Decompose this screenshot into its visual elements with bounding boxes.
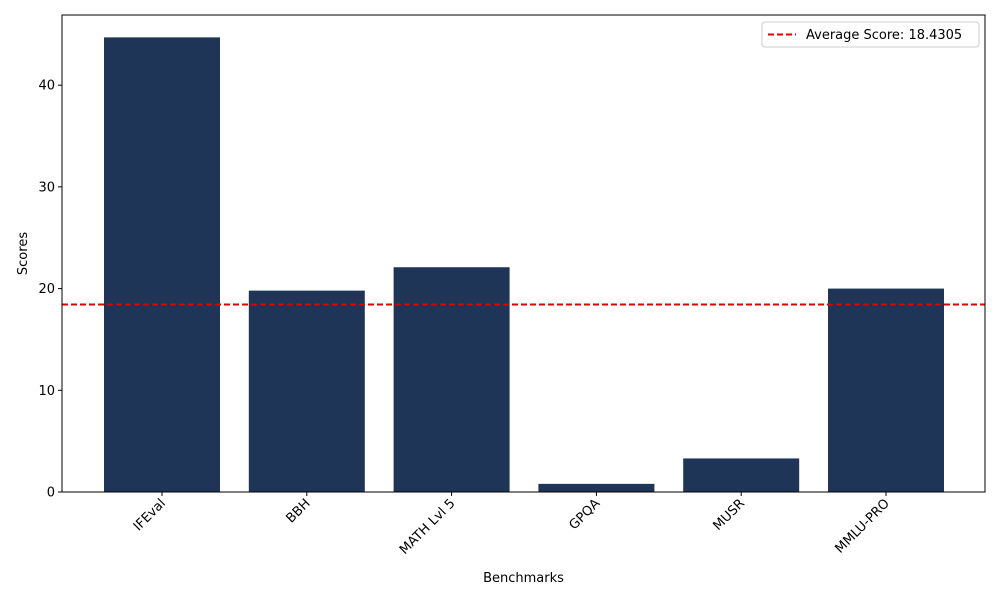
bar-bbh	[248, 290, 365, 492]
x-tick-label: MMLU-PRO	[832, 496, 892, 556]
legend-box	[761, 21, 980, 48]
bar-musr	[683, 458, 800, 492]
x-tick-label: MUSR	[711, 496, 748, 533]
bars-group	[104, 37, 944, 492]
legend: Average Score: 18.4305	[761, 21, 980, 48]
x-axis: IFEval BBH MATH Lvl 5 GPQA MUSR MMLU-PRO	[131, 492, 893, 558]
y-tick-label: 40	[38, 79, 55, 94]
y-axis-title: Scores	[16, 232, 31, 275]
bar-math-lvl-5	[393, 267, 510, 492]
y-tick-label: 30	[38, 180, 55, 195]
x-tick-label: BBH	[283, 496, 313, 526]
bar-ifeval	[104, 37, 220, 492]
y-tick-label: 10	[38, 384, 55, 399]
x-axis-title: Benchmarks	[483, 571, 564, 586]
y-axis: 0 10 20 30 40	[38, 79, 62, 501]
legend-label: Average Score: 18.4305	[806, 28, 962, 43]
x-tick-label: IFEval	[131, 496, 169, 534]
plot-frame	[61, 14, 986, 493]
x-tick-label: GPQA	[566, 496, 603, 533]
x-tick-label: MATH Lvl 5	[397, 496, 458, 557]
y-tick-label: 20	[38, 282, 55, 297]
y-tick-label: 0	[47, 486, 55, 501]
bar-mmlu-pro	[828, 288, 944, 492]
bar-gpqa	[538, 483, 655, 492]
